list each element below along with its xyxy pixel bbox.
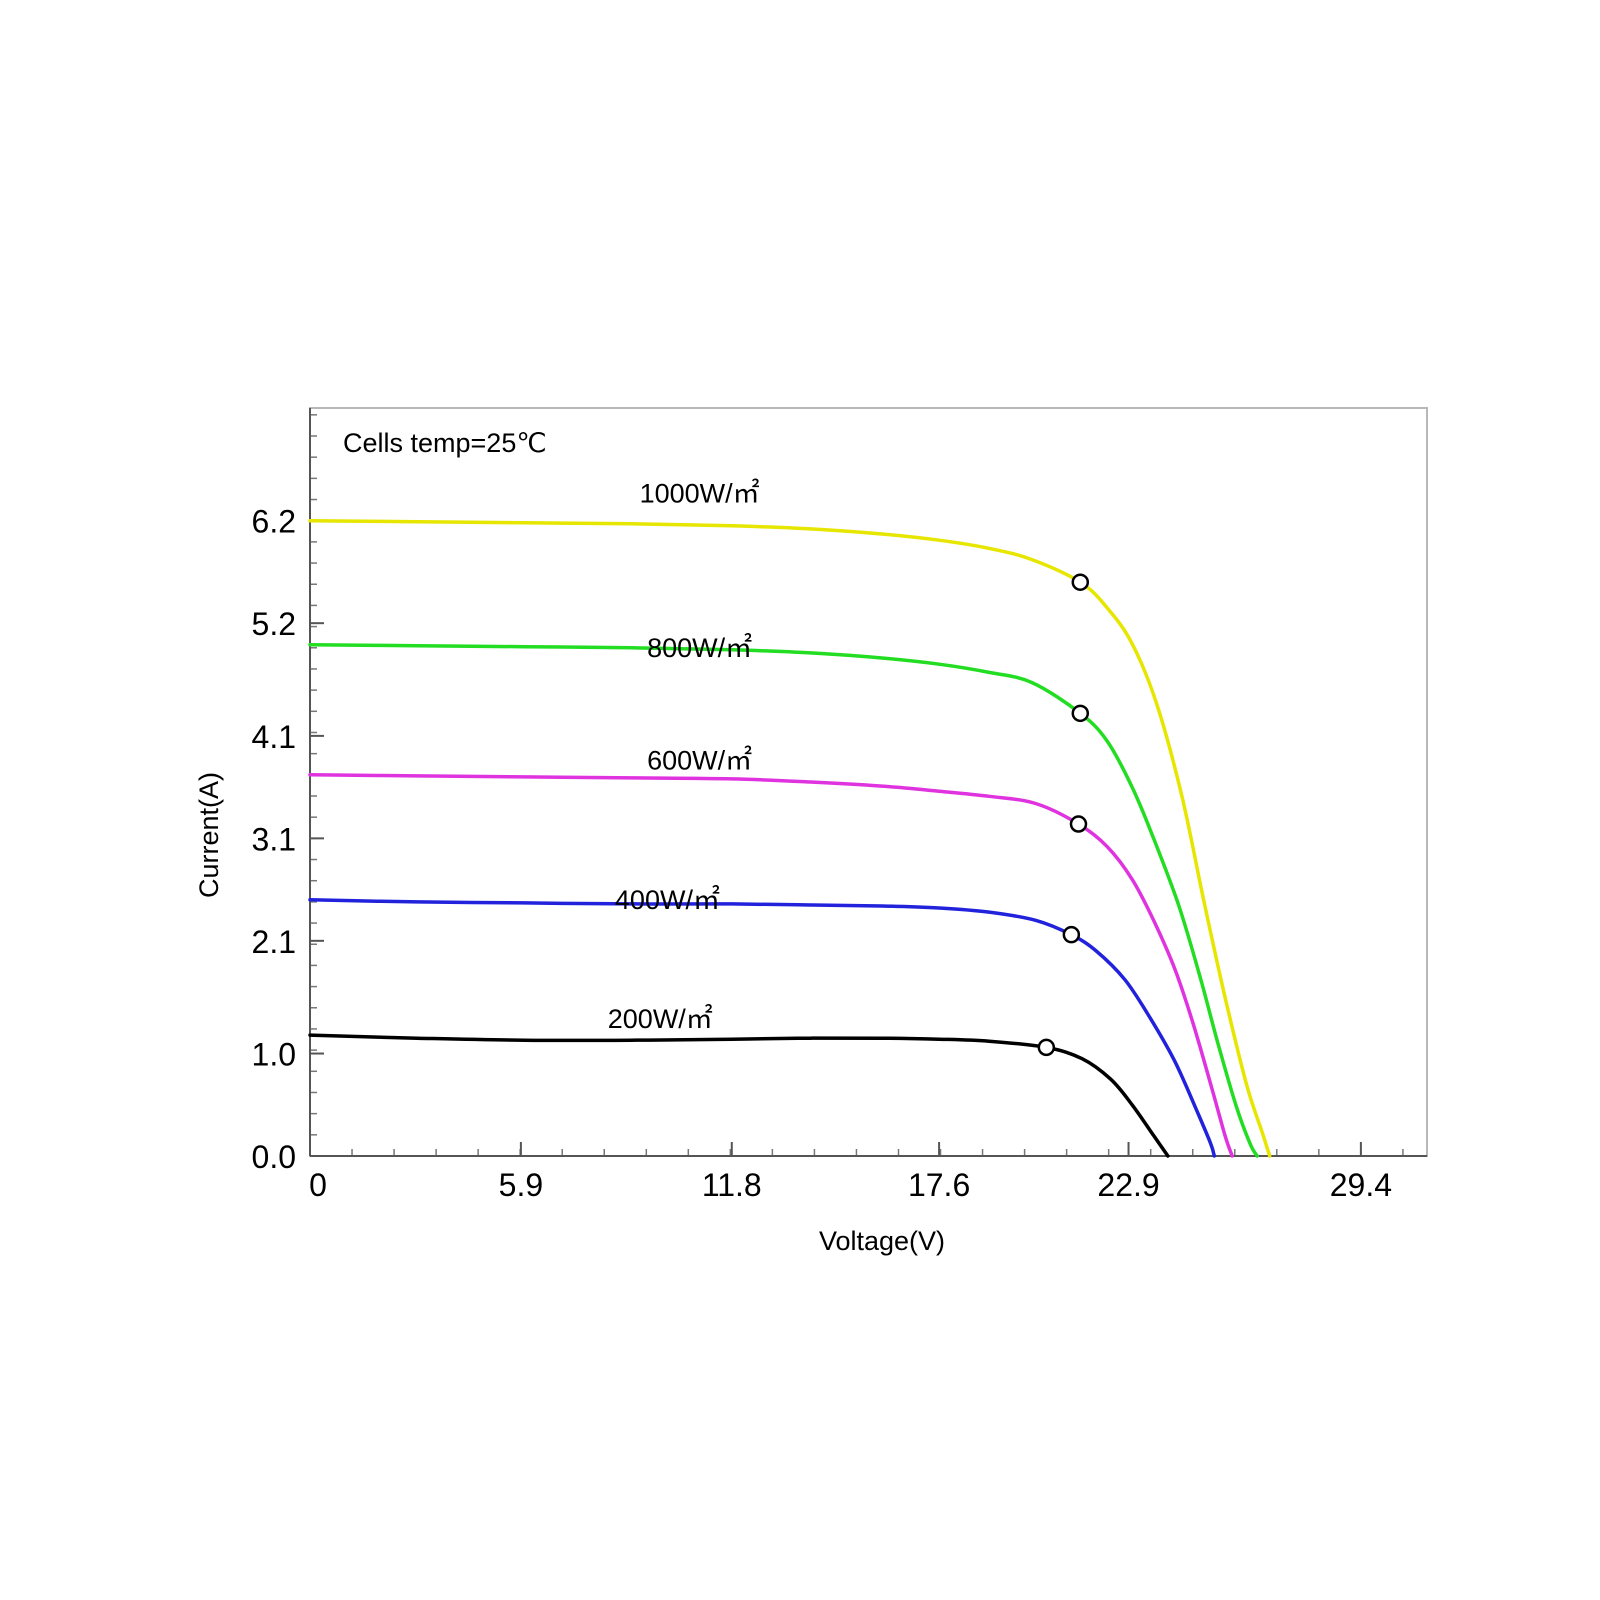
curves bbox=[308, 518, 1272, 1158]
temperature-annotation: Cells temp=25℃ bbox=[343, 428, 547, 458]
x-axis-title: Voltage(V) bbox=[819, 1226, 945, 1256]
series-label-3: 400W/㎡ bbox=[615, 885, 720, 915]
x-tick-labels: 0 5.9 11.8 17.6 22.9 29.4 bbox=[309, 1167, 1392, 1203]
y-tick-label: 6.2 bbox=[252, 504, 296, 540]
y-tick-label: 3.1 bbox=[252, 821, 296, 857]
mpp-marker-4 bbox=[1037, 1038, 1056, 1057]
y-tick-label: 0.0 bbox=[252, 1139, 296, 1175]
y-tick-label: 1.0 bbox=[252, 1037, 296, 1073]
series-line-0 bbox=[308, 518, 1272, 1158]
mpp-marker-0 bbox=[1071, 573, 1090, 591]
series-label-4: 200W/㎡ bbox=[608, 1004, 713, 1034]
series-line-4 bbox=[308, 1033, 1170, 1158]
mpp-markers bbox=[1037, 573, 1090, 1057]
series-line-3 bbox=[308, 898, 1217, 1158]
series-line-1 bbox=[308, 642, 1259, 1158]
x-tick-label: 11.8 bbox=[702, 1167, 762, 1203]
y-tick-label: 2.1 bbox=[252, 924, 296, 960]
x-tick-label: 29.4 bbox=[1330, 1167, 1392, 1203]
y-tick-label: 4.1 bbox=[252, 719, 296, 755]
series-label-2: 600W/㎡ bbox=[647, 746, 752, 776]
mpp-marker-3 bbox=[1062, 925, 1081, 944]
x-tick-label: 22.9 bbox=[1097, 1167, 1159, 1203]
x-tick-label: 0 bbox=[309, 1167, 327, 1203]
series-line-2 bbox=[308, 773, 1234, 1158]
plot-frame bbox=[309, 407, 1428, 1157]
mpp-marker-1 bbox=[1071, 704, 1090, 723]
y-tick-labels: 0.0 1.0 2.1 3.1 4.1 5.2 6.2 bbox=[252, 504, 296, 1175]
y-tick-label: 5.2 bbox=[252, 606, 296, 642]
mpp-marker-2 bbox=[1069, 815, 1088, 833]
y-axis-title: Current(A) bbox=[194, 772, 224, 898]
minor-ticks bbox=[310, 414, 1404, 1156]
x-tick-label: 5.9 bbox=[499, 1167, 543, 1203]
series-label-0: 1000W/㎡ bbox=[640, 478, 760, 508]
series-labels: 1000W/㎡ 800W/㎡ 600W/㎡ 400W/㎡ 200W/㎡ bbox=[608, 478, 760, 1034]
x-tick-label: 17.6 bbox=[908, 1167, 970, 1203]
series-label-1: 800W/㎡ bbox=[647, 633, 752, 663]
